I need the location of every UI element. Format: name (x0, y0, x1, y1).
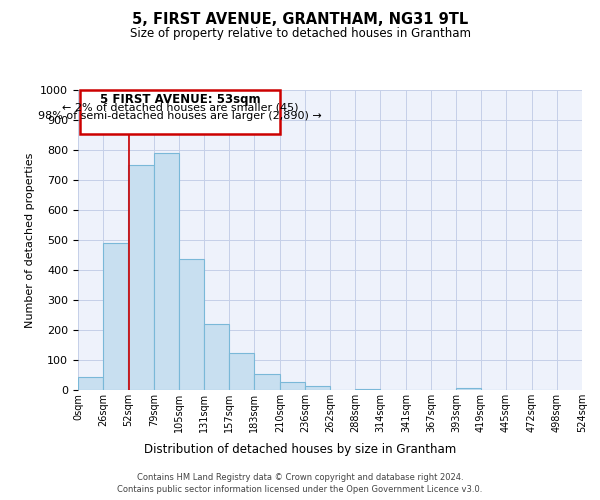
Bar (305, 386, 330, 390)
Bar (355, 388, 380, 390)
Bar (103, 243, 128, 390)
Bar (179, 258, 204, 390)
Bar (78, 376, 103, 390)
Text: 5, FIRST AVENUE, GRANTHAM, NG31 9TL: 5, FIRST AVENUE, GRANTHAM, NG31 9TL (132, 12, 468, 28)
Bar (204, 324, 229, 390)
Bar (280, 382, 305, 390)
Bar (456, 388, 481, 390)
Text: Distribution of detached houses by size in Grantham: Distribution of detached houses by size … (144, 442, 456, 456)
Bar (128, 165, 154, 390)
Text: Size of property relative to detached houses in Grantham: Size of property relative to detached ho… (130, 28, 470, 40)
FancyBboxPatch shape (80, 90, 280, 134)
Text: Contains HM Land Registry data © Crown copyright and database right 2024.: Contains HM Land Registry data © Crown c… (137, 472, 463, 482)
Bar (254, 374, 280, 390)
Bar (229, 352, 254, 390)
Text: ← 2% of detached houses are smaller (45): ← 2% of detached houses are smaller (45) (62, 102, 298, 112)
Text: Contains public sector information licensed under the Open Government Licence v3: Contains public sector information licen… (118, 485, 482, 494)
Y-axis label: Number of detached properties: Number of detached properties (25, 152, 35, 328)
Text: 5 FIRST AVENUE: 53sqm: 5 FIRST AVENUE: 53sqm (100, 93, 260, 106)
Text: 98% of semi-detached houses are larger (2,890) →: 98% of semi-detached houses are larger (… (38, 111, 322, 121)
Bar (154, 153, 179, 390)
